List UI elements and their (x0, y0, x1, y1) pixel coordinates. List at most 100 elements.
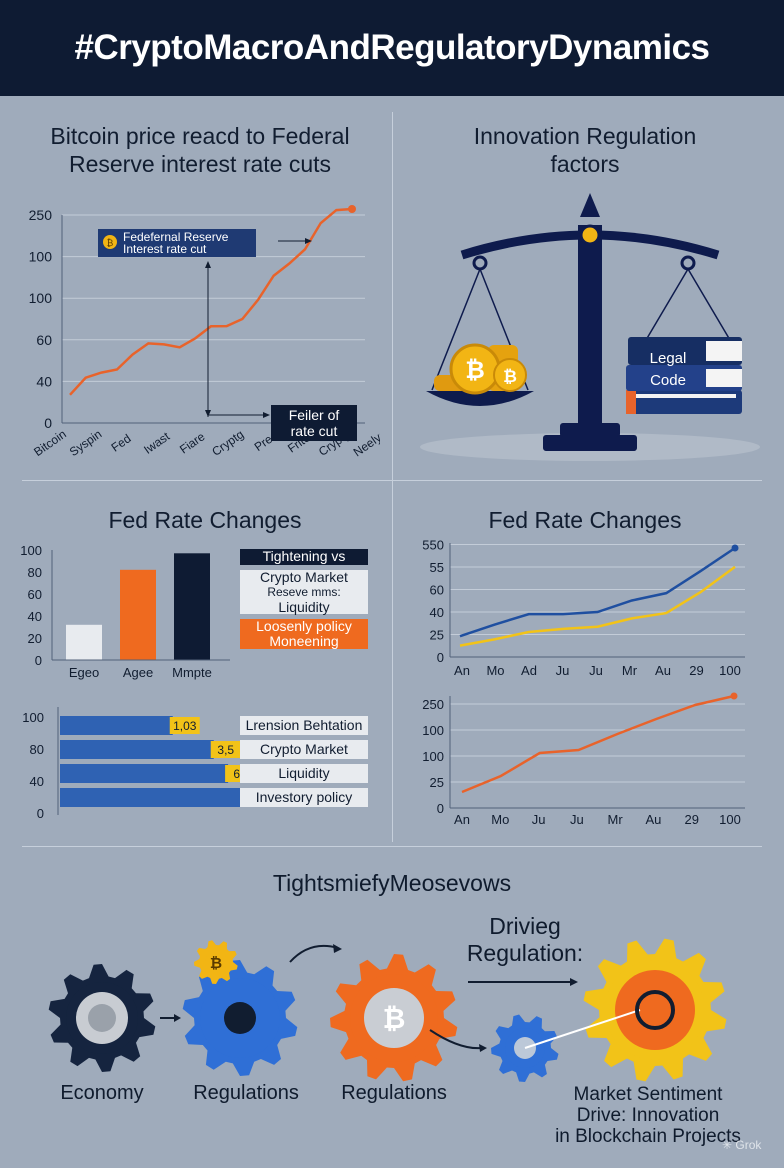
driving-line2: Regulation: (466, 940, 584, 966)
p6-gridlines (450, 703, 745, 809)
p3-y-tick-label: 100 (20, 543, 42, 558)
panel4-title: Fed Rate Changes (488, 507, 682, 533)
fed-rate-line-chart: 0 25 40 60 55 550 An Mo Ad Ju Ju Mr Au 29 100 (422, 538, 745, 678)
horizontal-divider-2 (22, 846, 762, 847)
p1-arrow-up (205, 261, 211, 268)
gear-label-economy: Economy (60, 1082, 144, 1104)
p3-x-tick-label: Mmpte (172, 665, 212, 680)
watermark-text: Grok (735, 1138, 762, 1152)
p4-y-ticks: 0 25 40 60 55 550 (422, 538, 444, 666)
gear-small-blue-icon (491, 1014, 559, 1082)
right-hook (680, 255, 696, 271)
p4-yellow-line (459, 565, 736, 647)
horizontal-divider-1 (22, 480, 762, 481)
right-chain-1 (645, 268, 689, 341)
market-sentiment-text: Market Sentiment Drive: Innovation in Bl… (520, 1084, 776, 1147)
arrow-to-gear3 (289, 944, 339, 963)
p5-bar (60, 716, 173, 735)
p5-label-box (240, 764, 368, 783)
p6-x-ticks: An Mo Ju Ju Mr Au 29 100 (454, 812, 741, 827)
book-bottom-spine (626, 390, 636, 414)
gear-regulations-icon (182, 960, 298, 1076)
p4-x-tick-label: 29 (689, 663, 703, 678)
arrow-to-gear4 (429, 1029, 483, 1050)
p5-y-tick-label: 80 (30, 742, 44, 757)
gear-innovation-icon-hole (615, 970, 695, 1050)
p6-y-tick-label: 100 (422, 723, 444, 738)
p5-label-box (240, 788, 368, 807)
p5-value-badge (210, 741, 241, 758)
p1-arrow-down (205, 410, 211, 417)
p1-y-tick-label: 100 (29, 290, 53, 306)
p4-x-tick-label: 100 (719, 663, 741, 678)
p5-value-label: 1,03 (173, 719, 197, 733)
driving-regulation-text: Drivieg Regulation: (440, 913, 610, 967)
header-bar: #CryptoMacroAndRegulatoryDynamics (0, 0, 784, 96)
p6-y-ticks: 0 25 100 100 250 (422, 697, 444, 816)
p3-bar (120, 569, 156, 660)
gear-small-bitcoin-glyph: ₿ (210, 955, 222, 972)
panel1-title: Bitcoin price reacd to Federal Reserve i… (20, 122, 380, 178)
p4-x-tick-label: Au (655, 663, 671, 678)
p5-category-label: Lrension Behtation (246, 717, 363, 733)
p4-end-point (731, 544, 739, 552)
p1-y-tick-label: 60 (36, 332, 52, 348)
p1-x-tick-label: Iwast (141, 429, 173, 457)
p1-callout-line2: Interest rate cut (123, 242, 207, 256)
p5-label-box (240, 716, 368, 735)
p1-price-line (69, 207, 353, 396)
p4-x-tick-label: Ad (521, 663, 537, 678)
p3-legend-crypto-line1: Crypto Market (260, 569, 348, 585)
p5-y-tick-label: 40 (30, 774, 44, 789)
left-chain-1 (431, 268, 481, 391)
arrow-to-gear3-head (333, 944, 342, 953)
p4-y-tick-label: 25 (430, 628, 444, 643)
page-title: #CryptoMacroAndRegulatoryDynamics (74, 28, 710, 67)
p3-legend-crypto-line3: Liquidity (278, 599, 330, 615)
arrow-to-gear2-head (174, 1014, 181, 1022)
bitcoin-coin-small-icon (493, 358, 527, 392)
p3-y-ticks: 0 20 40 60 80 100 (20, 543, 42, 668)
driving-line1: Drivieg (489, 913, 561, 939)
p3-y-tick-label: 60 (28, 587, 42, 602)
sentiment-line2: Drive: Innovation (576, 1105, 720, 1126)
p4-y-tick-label: 55 (430, 560, 444, 575)
scale-base-top (560, 423, 620, 437)
p1-y-tick-label: 100 (29, 249, 53, 265)
gear-bitcoin-icon (330, 954, 458, 1082)
p6-y-tick-label: 100 (422, 749, 444, 764)
p3-x-ticks: Egeo Agee Mmpte (69, 665, 212, 680)
gear-economy-inner (88, 1004, 116, 1032)
panel2-title-line1: Innovation Regulation (473, 123, 697, 149)
p1-y-tick-label: 0 (44, 415, 52, 431)
p4-x-tick-label: Mr (622, 663, 638, 678)
p1-end-point (348, 205, 356, 213)
p1-x-tick-label: Fed (109, 431, 134, 454)
p3-legend-crypto: Crypto Market Reseve mms: Liquidity (240, 569, 368, 615)
watermark-icon: ✳ (722, 1138, 733, 1152)
p1-x-tick-label: Syspin (67, 427, 105, 459)
vertical-divider (392, 112, 393, 842)
p5-bar (60, 788, 251, 807)
book-bottom-pages (636, 394, 736, 398)
p1-x-tick-label: Cryptg (209, 427, 246, 459)
p3-y-tick-label: 0 (35, 653, 42, 668)
p5-category-label: Investory policy (256, 789, 352, 805)
p4-x-tick-label: Ju (556, 663, 570, 678)
panel3-title: Fed Rate Changes (108, 507, 302, 533)
p6-x-tick-label: Mr (608, 812, 624, 827)
p3-bars (66, 553, 210, 660)
sentiment-line3: in Blockchain Projects (555, 1126, 741, 1147)
p5-value-label: 3,5 (217, 743, 234, 757)
left-pan (426, 391, 534, 406)
p6-x-tick-label: 100 (719, 812, 741, 827)
book-middle-pages (706, 369, 742, 387)
p6-x-tick-label: 29 (684, 812, 698, 827)
p3-y-tick-label: 80 (28, 565, 42, 580)
p6-x-tick-label: Mo (491, 812, 509, 827)
p6-y-tick-label: 25 (430, 775, 444, 790)
p3-legend-loosening-line2: Moneening (269, 633, 339, 649)
bitcoin-coin-large-glyph: ₿ (465, 357, 485, 384)
p5-value-badge (169, 717, 200, 734)
